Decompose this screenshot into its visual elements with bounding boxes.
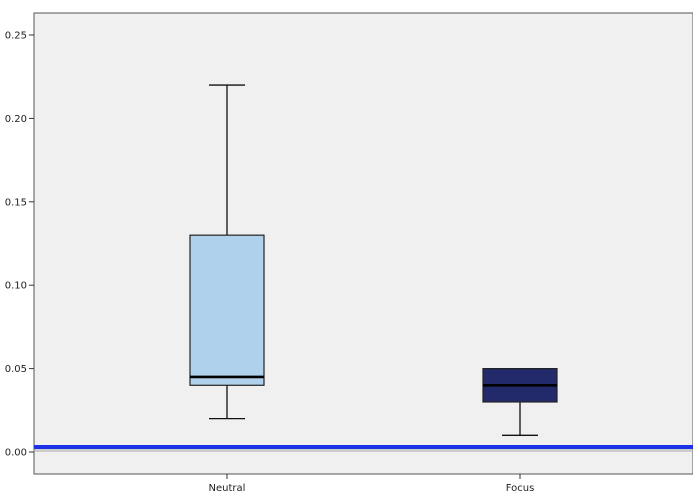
- box-focus: [482, 367, 558, 436]
- plot-area: [33, 12, 693, 475]
- y-tick-label: 0.25: [5, 31, 27, 42]
- reference-line-group: [34, 444, 693, 452]
- x-axis: Neutral Focus: [209, 474, 535, 492]
- y-tick-label: 0.05: [5, 364, 27, 375]
- x-tick-label: Focus: [506, 483, 535, 492]
- y-tick-label: 0.00: [5, 448, 27, 459]
- box-neutral: [189, 84, 265, 420]
- y-tick-label: 0.10: [5, 281, 27, 292]
- x-tick-label: Neutral: [209, 483, 246, 492]
- y-axis: 0.00 0.05 0.10 0.15 0.20 0.25: [5, 31, 34, 459]
- y-tick-label: 0.15: [5, 197, 27, 208]
- y-tick-label: 0.20: [5, 114, 27, 125]
- box-series: [189, 84, 558, 436]
- iqr-box: [189, 234, 265, 386]
